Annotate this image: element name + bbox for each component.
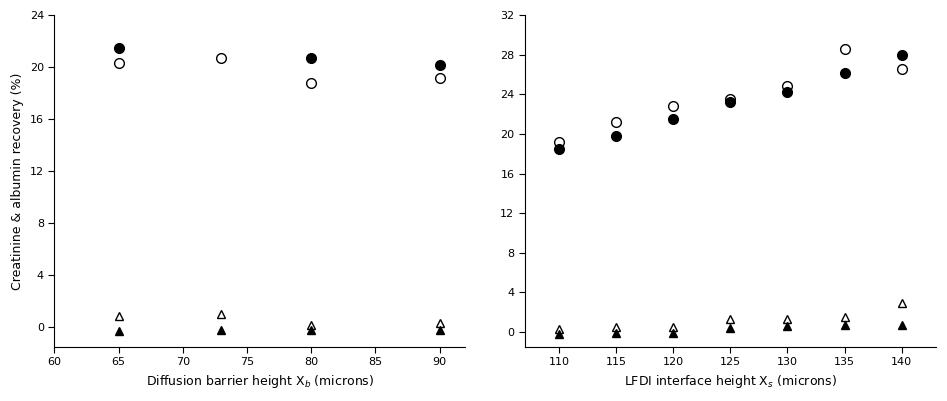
X-axis label: LFDI interface height X$_s$ (microns): LFDI interface height X$_s$ (microns) (624, 373, 837, 390)
X-axis label: Diffusion barrier height X$_b$ (microns): Diffusion barrier height X$_b$ (microns) (146, 373, 374, 390)
Y-axis label: Creatinine & albumin recovery (%): Creatinine & albumin recovery (%) (11, 72, 24, 290)
